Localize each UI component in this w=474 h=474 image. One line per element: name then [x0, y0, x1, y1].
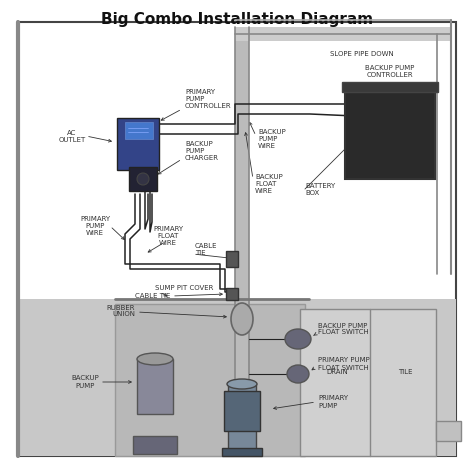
- Bar: [18, 299, 456, 456]
- Bar: [226, 251, 238, 267]
- Bar: [342, 82, 438, 92]
- Ellipse shape: [285, 329, 311, 349]
- Bar: [133, 436, 177, 454]
- Text: SUMP PIT COVER: SUMP PIT COVER: [155, 285, 213, 291]
- Ellipse shape: [137, 353, 173, 365]
- Bar: [224, 391, 260, 431]
- Ellipse shape: [227, 379, 257, 389]
- Text: Big Combo Installation Diagram: Big Combo Installation Diagram: [101, 12, 373, 27]
- Text: PRIMARY
PUMP: PRIMARY PUMP: [318, 395, 348, 409]
- Bar: [226, 288, 238, 300]
- Text: PRIMARY
PUMP
CONTROLLER: PRIMARY PUMP CONTROLLER: [185, 89, 232, 109]
- Text: CABLE
TIE: CABLE TIE: [195, 243, 218, 255]
- Bar: [235, 27, 451, 41]
- Bar: [222, 448, 262, 456]
- Text: BACKUP
PUMP
CHARGER: BACKUP PUMP CHARGER: [185, 141, 219, 161]
- Text: BACKUP
FLOAT
WIRE: BACKUP FLOAT WIRE: [255, 174, 283, 194]
- Ellipse shape: [287, 365, 309, 383]
- Bar: [137, 359, 173, 414]
- Text: TILE: TILE: [398, 370, 412, 375]
- Text: BATTERY
BOX: BATTERY BOX: [305, 182, 335, 195]
- Bar: [115, 304, 305, 456]
- Text: BACKUP
PUMP
WIRE: BACKUP PUMP WIRE: [258, 129, 286, 149]
- Text: BACKUP
PUMP: BACKUP PUMP: [71, 375, 99, 389]
- Text: PRIMARY
FLOAT
WIRE: PRIMARY FLOAT WIRE: [153, 226, 183, 246]
- Bar: [436, 421, 461, 441]
- Bar: [300, 309, 436, 456]
- Text: AC
OUTLET: AC OUTLET: [58, 129, 86, 143]
- Bar: [235, 27, 249, 419]
- Text: BACKUP PUMP
FLOAT SWITCH: BACKUP PUMP FLOAT SWITCH: [318, 322, 369, 336]
- Text: PRIMARY
PUMP
WIRE: PRIMARY PUMP WIRE: [80, 216, 110, 236]
- Text: PRIMARY PUMP
FLOAT SWITCH: PRIMARY PUMP FLOAT SWITCH: [318, 357, 370, 371]
- Bar: [228, 384, 256, 454]
- Bar: [117, 118, 159, 170]
- Bar: [345, 89, 435, 179]
- Text: DRAIN: DRAIN: [326, 370, 348, 375]
- Text: RUBBER
UNION: RUBBER UNION: [107, 304, 135, 318]
- Text: CABLE TIE: CABLE TIE: [135, 293, 170, 299]
- Bar: [125, 122, 153, 139]
- Text: SLOPE PIPE DOWN: SLOPE PIPE DOWN: [330, 51, 394, 57]
- Bar: [129, 167, 157, 191]
- Ellipse shape: [137, 173, 149, 185]
- Text: BACKUP PUMP
CONTROLLER: BACKUP PUMP CONTROLLER: [365, 64, 415, 78]
- Ellipse shape: [231, 303, 253, 335]
